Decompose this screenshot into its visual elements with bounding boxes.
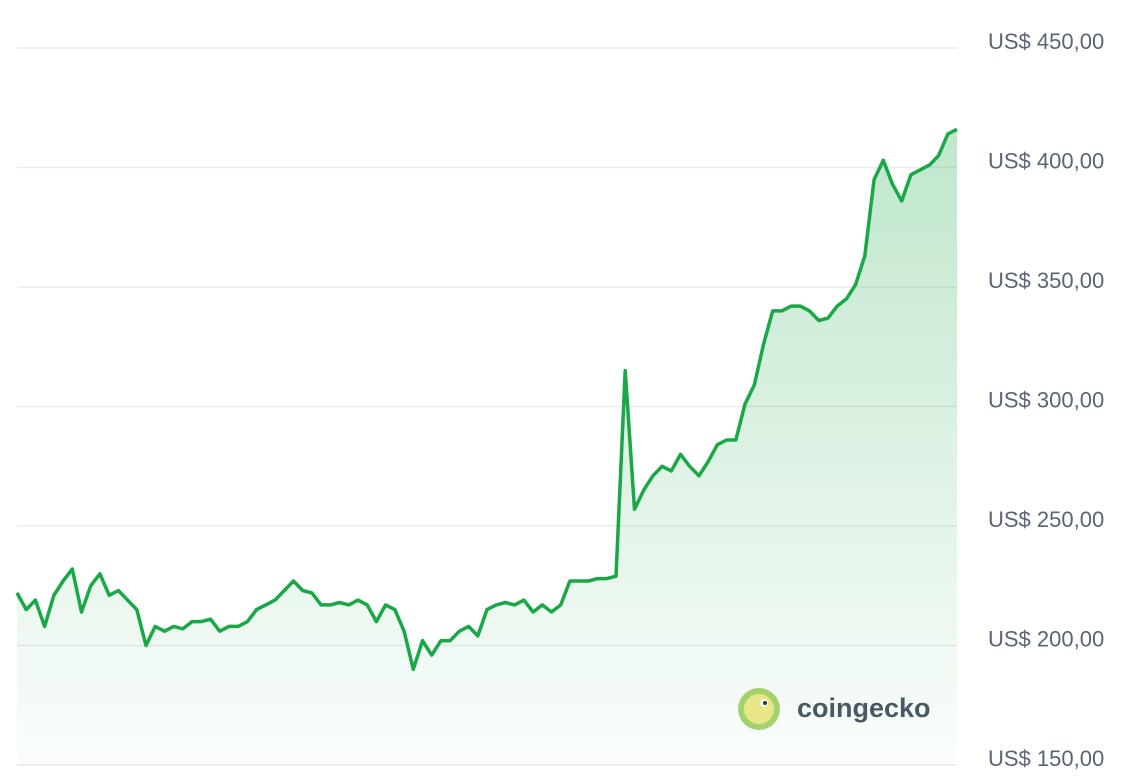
y-tick-label: US$ 300,00 — [988, 387, 1104, 412]
area — [17, 129, 957, 766]
y-tick-label: US$ 150,00 — [988, 746, 1104, 771]
y-tick-label: US$ 350,00 — [988, 268, 1104, 293]
y-tick-label: US$ 450,00 — [988, 29, 1104, 54]
y-tick-label: US$ 200,00 — [988, 626, 1104, 651]
y-tick-label: US$ 400,00 — [988, 148, 1104, 173]
line — [15, 127, 958, 672]
y-tick-label: US$ 250,00 — [988, 507, 1104, 532]
